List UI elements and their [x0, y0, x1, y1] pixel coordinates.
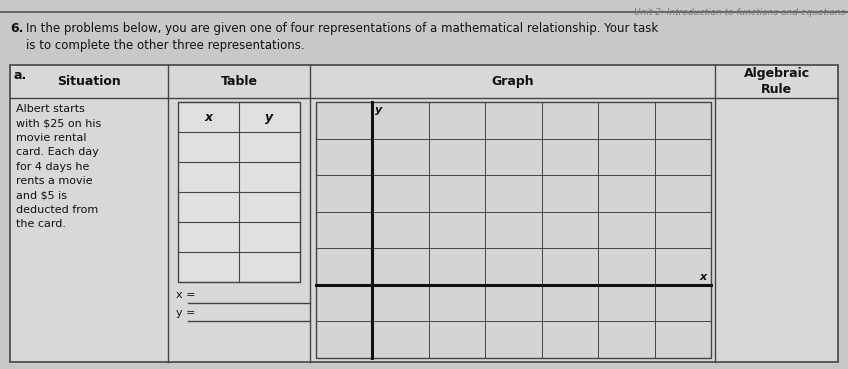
Text: x =: x =	[176, 290, 196, 300]
Text: y: y	[265, 110, 274, 124]
Text: Unit 2: Introduction to functions and equations: Unit 2: Introduction to functions and eq…	[633, 8, 845, 17]
Text: x: x	[204, 110, 213, 124]
Text: a.: a.	[14, 69, 27, 82]
Text: Table: Table	[220, 75, 258, 88]
Text: x: x	[700, 272, 707, 282]
Bar	[178, 102, 300, 282]
Text: In the problems below, you are given one of four representations of a mathematic: In the problems below, you are given one…	[26, 22, 658, 52]
Bar	[10, 65, 838, 362]
Text: y: y	[376, 105, 382, 115]
Text: Situation: Situation	[57, 75, 121, 88]
Text: Algebraic
Rule: Algebraic Rule	[744, 67, 810, 96]
Bar	[316, 102, 711, 358]
Text: y =: y =	[176, 308, 196, 318]
Text: 6.: 6.	[10, 22, 24, 35]
Text: Graph: Graph	[491, 75, 533, 88]
Text: Albert starts
with $25 on his
movie rental
card. Each day
for 4 days he
rents a : Albert starts with $25 on his movie rent…	[16, 104, 101, 229]
